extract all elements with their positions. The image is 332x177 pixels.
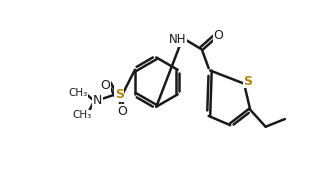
Text: CH₃: CH₃ xyxy=(73,110,92,120)
Text: S: S xyxy=(115,88,124,101)
Text: O: O xyxy=(118,105,127,118)
Text: CH₃: CH₃ xyxy=(68,88,87,98)
Text: O: O xyxy=(101,79,111,92)
Text: O: O xyxy=(214,29,223,42)
Text: S: S xyxy=(243,75,252,88)
Text: NH: NH xyxy=(169,33,187,46)
Text: N: N xyxy=(93,94,103,107)
